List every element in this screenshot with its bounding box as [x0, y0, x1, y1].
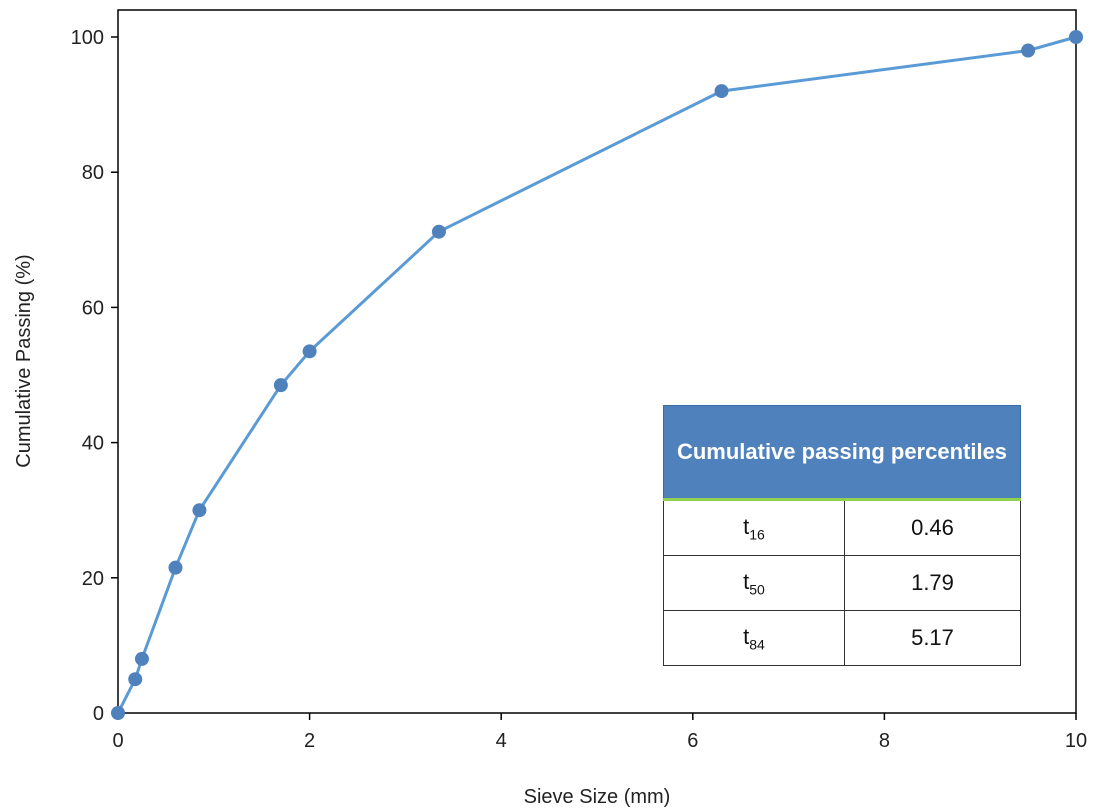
data-point — [1021, 43, 1036, 58]
percentiles-table: Cumulative passing percentiles t16 0.46 … — [663, 405, 1021, 666]
percentile-label: t16 — [663, 499, 845, 556]
data-points — [111, 30, 1083, 720]
data-point — [168, 560, 183, 575]
table-row: t16 0.46 — [663, 499, 1021, 556]
data-point — [192, 503, 207, 518]
table-row: t50 1.79 — [663, 555, 1021, 611]
y-tick-label: 40 — [82, 433, 104, 455]
x-tick-label: 4 — [496, 730, 507, 752]
percentile-value: 1.79 — [844, 555, 1021, 611]
table-row: t84 5.17 — [663, 610, 1021, 666]
x-tick-label: 10 — [1065, 730, 1087, 752]
y-tick-label: 0 — [93, 703, 104, 725]
data-point — [431, 224, 446, 239]
x-tick-label: 6 — [687, 730, 698, 752]
data-point — [111, 706, 125, 720]
percentile-value: 5.17 — [844, 610, 1021, 666]
data-point — [714, 84, 729, 99]
y-tick-label: 80 — [82, 162, 104, 184]
data-point — [128, 672, 143, 687]
data-point — [302, 344, 317, 359]
y-tick-label: 100 — [71, 27, 104, 49]
table-header: Cumulative passing percentiles — [663, 405, 1021, 501]
y-tick-label: 20 — [82, 568, 104, 590]
data-point — [273, 378, 288, 393]
data-point — [134, 651, 149, 666]
plot-area-frame — [117, 9, 1077, 714]
y-axis-title: Cumulative Passing (%) — [13, 254, 35, 467]
data-point — [1069, 30, 1083, 44]
percentile-label: t50 — [663, 555, 845, 611]
x-tick-label: 8 — [879, 730, 890, 752]
x-tick-label: 0 — [112, 730, 123, 752]
x-axis-title: Sieve Size (mm) — [524, 786, 671, 808]
percentile-value: 0.46 — [844, 499, 1021, 556]
y-tick-label: 60 — [82, 297, 104, 319]
percentile-label: t84 — [663, 610, 845, 666]
x-tick-label: 2 — [304, 730, 315, 752]
